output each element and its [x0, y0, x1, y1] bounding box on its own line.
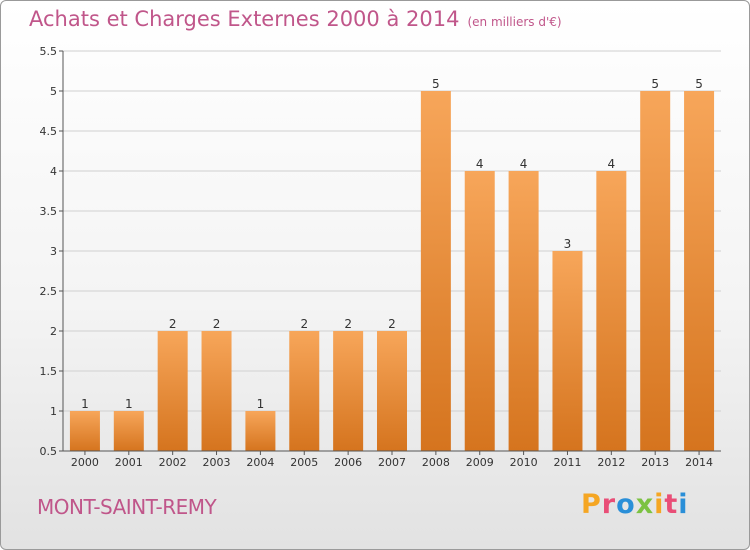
- x-tick-label-2004: 2004: [246, 456, 274, 469]
- x-tick-label-2008: 2008: [422, 456, 450, 469]
- x-tick-label-2014: 2014: [685, 456, 713, 469]
- data-label-2013: 5: [651, 77, 659, 91]
- x-tick-label-2005: 2005: [290, 456, 318, 469]
- logo-letter: i: [678, 489, 689, 520]
- x-tick-label-2012: 2012: [597, 456, 625, 469]
- data-label-2005: 2: [300, 317, 308, 331]
- data-label-2006: 2: [344, 317, 352, 331]
- y-tick-label: 2.5: [40, 285, 58, 298]
- data-label-2007: 2: [388, 317, 396, 331]
- y-tick-label: 3: [50, 245, 57, 258]
- x-tick-label-2009: 2009: [466, 456, 494, 469]
- y-tick-label: 5: [50, 85, 57, 98]
- bar-2003: [201, 331, 232, 451]
- bar-2009: [464, 171, 495, 451]
- x-tick-label-2001: 2001: [115, 456, 143, 469]
- x-tick-label-2000: 2000: [71, 456, 99, 469]
- data-label-2003: 2: [213, 317, 221, 331]
- proxiti-logo: Proxiti: [581, 489, 689, 520]
- data-label-2012: 4: [608, 157, 616, 171]
- data-label-2001: 1: [125, 397, 133, 411]
- label-layer: 0.5 1 1.5 2 2.5 3 3.5 4 4.5 5 5.5 1 2000 1 2001 2 2002 2 2…: [40, 45, 714, 469]
- y-tick-label: 1: [50, 405, 57, 418]
- x-tick-label-2006: 2006: [334, 456, 362, 469]
- y-tick-label: 4.5: [40, 125, 58, 138]
- chart-unit: (en milliers d'€): [467, 15, 562, 29]
- bar-layer: [69, 91, 715, 451]
- y-tick-label: 1.5: [40, 365, 58, 378]
- x-tick-label-2013: 2013: [641, 456, 669, 469]
- logo-letter: t: [664, 489, 679, 520]
- logo-letter: i: [654, 489, 665, 520]
- x-tick-label-2003: 2003: [203, 456, 231, 469]
- bar-2013: [640, 91, 671, 451]
- data-label-2010: 4: [520, 157, 528, 171]
- y-tick-label: 4: [50, 165, 57, 178]
- bar-2007: [377, 331, 407, 451]
- logo-letter: o: [616, 489, 636, 520]
- bar-2006: [333, 331, 364, 451]
- bar-2012: [596, 171, 627, 451]
- bar-2000: [69, 411, 100, 451]
- bar-2002: [157, 331, 188, 451]
- x-tick-label-2007: 2007: [378, 456, 406, 469]
- data-label-2002: 2: [169, 317, 177, 331]
- axis-layer: [59, 50, 721, 455]
- x-tick-label-2011: 2011: [553, 456, 581, 469]
- bar-2011: [552, 251, 583, 451]
- y-tick-label: 0.5: [40, 445, 58, 458]
- bar-2010: [508, 171, 539, 451]
- y-tick-label: 2: [50, 325, 57, 338]
- chart-title-text: Achats et Charges Externes 2000 à 2014: [29, 7, 460, 31]
- chart-title: Achats et Charges Externes 2000 à 2014 (e…: [29, 7, 562, 31]
- bar-2008: [420, 91, 451, 451]
- data-label-2011: 3: [564, 237, 572, 251]
- bar-2005: [289, 331, 320, 451]
- x-tick-label-2002: 2002: [159, 456, 187, 469]
- logo-letter: r: [601, 489, 617, 520]
- logo-letter: x: [635, 489, 655, 520]
- y-tick-label: 5.5: [40, 45, 58, 58]
- y-tick-label: 3.5: [40, 205, 58, 218]
- commune-name: MONT-SAINT-REMY: [37, 495, 217, 519]
- logo-letter: P: [581, 489, 602, 520]
- data-label-2004: 1: [257, 397, 265, 411]
- x-tick-label-2010: 2010: [510, 456, 538, 469]
- bar-2004: [245, 411, 276, 451]
- data-label-2009: 4: [476, 157, 484, 171]
- bar-2014: [684, 91, 715, 451]
- data-label-2014: 5: [695, 77, 703, 91]
- bar-2001: [113, 411, 144, 451]
- data-label-2000: 1: [81, 397, 89, 411]
- data-label-2008: 5: [432, 77, 440, 91]
